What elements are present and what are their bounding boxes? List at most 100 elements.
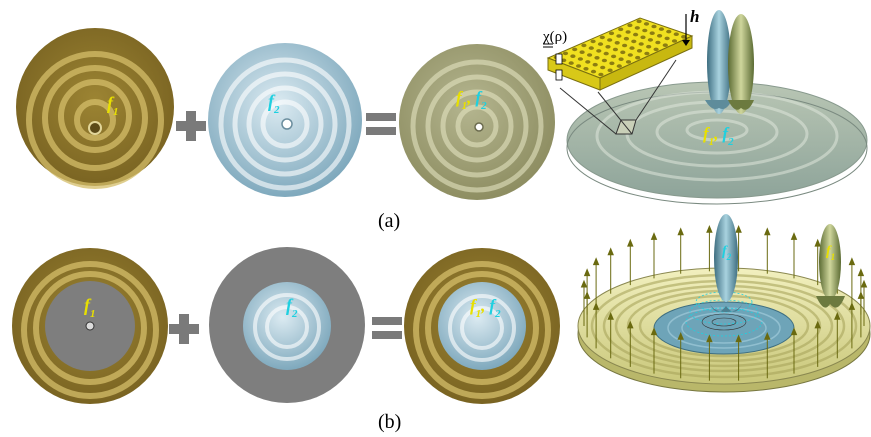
unit-cell-pillar — [618, 57, 624, 61]
panel-3d-a-label: f1, f2 — [703, 124, 734, 148]
unit-cell-pillar — [607, 68, 613, 73]
unit-cell-pillar — [673, 32, 679, 36]
beam-b-green-label: f1 — [826, 244, 835, 262]
unit-cell-pillar — [603, 51, 609, 56]
unit-cell-pillar — [633, 32, 639, 37]
unit-cell-pillar — [625, 60, 632, 64]
unit-cell-pillar — [635, 55, 641, 60]
unit-cell-pillar — [623, 36, 630, 41]
unit-cell-pillar — [642, 28, 648, 33]
unit-cell-pillar — [570, 54, 576, 58]
disk-b1-f1-surface — [12, 248, 168, 404]
unit-cell-pillar — [598, 72, 604, 77]
unit-cell-pillar — [651, 24, 657, 29]
plus-operator-b — [169, 314, 199, 344]
disk-b3-label: f1, f2 — [470, 296, 501, 320]
unit-cell-pillar — [627, 53, 633, 57]
disk-a3-label: f1, f2 — [456, 88, 487, 112]
unit-cell-pillar — [562, 51, 569, 56]
unit-cell-pillar — [627, 23, 633, 28]
unit-cell-pillar — [608, 31, 615, 36]
rim-arrow-head — [677, 331, 684, 340]
rim-arrow-head — [706, 225, 713, 233]
unit-cell-pillar — [662, 43, 668, 47]
unit-cell-pillar — [653, 47, 659, 52]
rim-arrow-head — [790, 327, 798, 336]
unit-cell-pillar — [590, 39, 596, 44]
rim-arrow-head — [735, 334, 742, 343]
rim-arrow-head — [814, 320, 821, 329]
unit-cell-pillar — [568, 61, 574, 65]
unit-cell-pillar — [618, 27, 624, 32]
rim-arrow-head — [627, 238, 634, 247]
unit-cell-pillar — [611, 54, 617, 59]
unit-cell-pillar — [609, 61, 615, 66]
unit-cell-pillar — [596, 49, 602, 53]
unit-cell-pillar — [649, 31, 655, 35]
unit-cell-pillar — [657, 34, 663, 38]
disk-b2-label: f2 — [286, 295, 298, 320]
unit-cell-pillar — [605, 45, 611, 49]
unit-cell-pillar — [588, 46, 594, 50]
rim-arrow-head — [583, 268, 591, 277]
chi-marker — [555, 53, 563, 65]
disk-a2-f2-surface — [208, 43, 362, 197]
panel-3d-a: f1, f2 — [559, 10, 868, 205]
unit-cell-pillar — [576, 64, 582, 68]
unit-cell-pillar — [561, 58, 567, 63]
unit-cell-pillar — [647, 38, 654, 42]
unit-cell-pillar — [601, 58, 608, 63]
unit-cell-pillar — [583, 67, 589, 71]
rim-arrow-head — [650, 232, 658, 240]
unit-cell-pillar — [616, 64, 622, 68]
beam-b-blue-label: f2 — [722, 244, 732, 262]
equals-operator-b — [372, 317, 402, 339]
unit-cell-pillar — [579, 50, 585, 54]
unit-cell-pillar — [658, 27, 665, 31]
unit-cell-pillar — [625, 30, 631, 34]
unit-cell-pillar — [585, 60, 591, 64]
unit-cell-pillar — [664, 36, 670, 41]
rim-arrow-head — [857, 268, 865, 277]
chi-label: χ(ρ) — [542, 29, 567, 45]
unit-cell-pillar — [581, 43, 587, 48]
unit-cell-pillar — [614, 41, 620, 45]
disk-b2-f2-surface — [209, 247, 365, 403]
unit-cell-pillar — [599, 35, 605, 40]
unit-cell-pillar — [620, 50, 626, 55]
beam-a-blue — [705, 10, 732, 114]
unit-cell-pillar — [643, 22, 650, 26]
rim-arrow-head — [627, 320, 634, 329]
unit-cell-inset: χ(ρ) h — [542, 7, 699, 91]
unit-cell-pillar — [640, 35, 646, 40]
rim-arrow-head — [607, 247, 614, 256]
rim-arrow-head — [814, 238, 821, 247]
rim-arrow-head — [860, 279, 868, 288]
unit-cell-pillar — [592, 62, 598, 67]
unit-cell-pillar — [612, 47, 619, 52]
unit-cell-pillar — [638, 42, 644, 46]
caption-b: (b) — [378, 411, 401, 433]
unit-cell-pillar — [671, 39, 678, 43]
unit-cell-pillar — [587, 53, 593, 57]
unit-cell-pillar — [594, 56, 600, 60]
rim-arrow-head — [592, 302, 600, 310]
rim-arrow-head — [848, 257, 856, 266]
unit-cell-pillar — [631, 39, 637, 44]
rim-arrow-head — [580, 279, 588, 288]
unit-cell-pillar — [636, 19, 642, 24]
beam-a-green — [728, 14, 754, 114]
equals-operator-a — [366, 113, 396, 135]
beam-b-green — [816, 224, 845, 308]
unit-cell-pillar — [629, 46, 635, 50]
plus-operator-a — [176, 111, 206, 141]
disk-b3-f1f2-surface — [404, 248, 560, 404]
unit-cell-pillar — [646, 44, 652, 49]
rim-arrow-head — [706, 334, 713, 343]
disk-a1-label: f1 — [107, 93, 119, 118]
panel-3d-b: f2 f1 — [577, 214, 871, 393]
unit-cell-pillar — [590, 69, 597, 74]
unit-cell-pillar — [622, 43, 628, 48]
rim-arrow-head — [592, 257, 600, 266]
